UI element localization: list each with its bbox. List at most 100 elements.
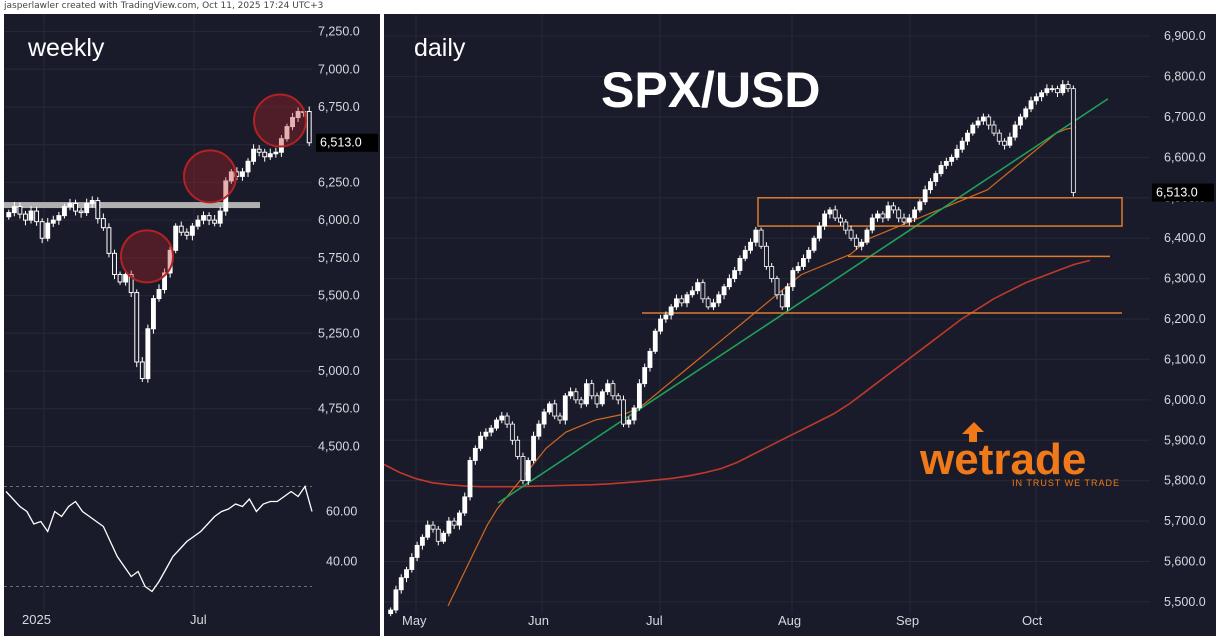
daily-candle-body [531,435,536,461]
daily-candle-body [599,391,605,405]
daily-candle-body [832,209,838,219]
weekly-candle-body [162,272,168,291]
daily-candle-body [584,383,589,405]
weekly-candle-body [67,203,73,208]
weekly-y-tick-label: 5,750.0 [318,251,360,265]
daily-candle-body [1049,88,1055,91]
daily-candle-body [901,217,907,223]
weekly-candle-body [34,210,40,223]
daily-candle-body [478,435,484,449]
daily-candle-body [965,132,970,142]
daily-fast-moving-average [447,126,1077,607]
weekly-candle-body [262,151,268,158]
daily-candle-body [488,427,494,433]
attribution-bar: jasperlawler created with TradingView.co… [0,0,1218,14]
daily-last-price-tag: 6,513.0 [1152,183,1214,202]
weekly-candle-body [11,206,17,214]
daily-candle-body [610,383,616,397]
daily-candle-body [642,367,648,385]
daily-candle-body [801,257,806,267]
weekly-candle-body [195,219,201,227]
weekly-candle-body [139,361,145,380]
daily-candle-body [896,209,902,219]
daily-candle-body [785,286,790,308]
weekly-last-price-tag: 6,513.0 [316,133,378,152]
daily-candle-body [1023,108,1029,118]
daily-candle-body [763,245,769,267]
daily-candle-body [404,569,409,579]
weekly-candle-body [189,225,195,236]
daily-candle-body [679,298,685,304]
daily-candle-body [922,189,928,203]
weekly-candle-body [267,153,273,158]
daily-candle-body [472,447,478,461]
daily-candle-body [1033,96,1039,102]
weekly-candle-body [178,225,184,233]
daily-candle-body [996,132,1002,142]
daily-candle-body [674,298,679,308]
daily-candle-body [811,237,817,251]
daily-candle-body [652,330,658,352]
weekly-price-tag-text: 6,513.0 [320,136,362,150]
daily-candle-body [568,391,573,397]
weekly-candle-body [145,328,151,380]
daily-candle-body [636,383,642,409]
weekly-y-tick-label: 4,500.0 [318,439,360,453]
daily-y-tick-label: 5,900.0 [1164,433,1206,447]
weekly-chart-svg[interactable]: 7,250.07,000.06,750.06,500.06,250.06,000… [4,14,380,636]
weekly-y-tick-label: 5,250.0 [318,326,360,340]
daily-chart-svg[interactable]: 6,900.06,800.06,700.06,600.06,500.06,400… [384,14,1216,636]
daily-candle-body [885,205,891,219]
daily-candle-body [726,278,732,288]
weekly-candle-body [206,215,212,221]
daily-candle-body [859,241,865,247]
daily-candle-body [594,395,600,405]
weekly-oscillator-axis: 60.00 40.00 [4,486,357,587]
daily-candle-body [668,306,674,316]
daily-candle-body [1070,88,1076,193]
daily-candle-body [547,403,552,413]
daily-candle-body [425,524,431,538]
daily-candle-body [393,589,399,611]
daily-y-tick-label: 6,700.0 [1164,110,1206,124]
weekly-y-tick-label: 6,250.0 [318,175,360,189]
weekly-x-tick-label: Jul [190,612,207,627]
daily-candle-body [790,270,796,288]
daily-chart-panel[interactable]: 6,900.06,800.06,700.06,600.06,500.06,400… [384,14,1216,636]
daily-price-tag-text: 6,513.0 [1156,186,1198,200]
daily-y-tick-label: 5,600.0 [1164,555,1206,569]
daily-x-tick-label: Sep [896,613,919,628]
daily-candle-body [689,290,695,296]
daily-candle-body [816,225,822,239]
weekly-candle-body [123,273,129,283]
daily-candle-body [711,302,716,308]
daily-candle-body [933,173,939,183]
weekly-y-tick-label: 6,750.0 [318,100,360,114]
weekly-y-tick-label: 6,000.0 [318,213,360,227]
daily-candle-body [748,241,753,251]
daily-candle-body [705,298,711,308]
daily-y-tick-label: 6,600.0 [1164,150,1206,164]
daily-candle-body [716,294,722,304]
weekly-oscillator [5,484,313,593]
wetrade-tagline: IN TRUST WE TRADE [1012,478,1120,488]
daily-candle-body [695,282,701,292]
daily-panel-label: daily [414,34,466,62]
daily-candle-body [684,294,690,304]
daily-x-tick-label: Oct [1022,613,1043,628]
weekly-candle-body [150,298,156,330]
daily-candle-body [541,411,547,425]
daily-candle-body [578,399,584,405]
weekly-candle-body [217,210,223,224]
daily-candle-body [721,286,727,296]
daily-candle-body [737,257,743,271]
daily-y-axis: 6,900.06,800.06,700.06,600.06,500.06,400… [1164,29,1206,609]
daily-candle-body [949,156,955,162]
weekly-chart-panel[interactable]: 7,250.07,000.06,750.06,500.06,250.06,000… [4,14,380,636]
daily-candle-body [891,205,896,211]
daily-trendline-line [497,98,1109,504]
daily-support-resistance-zones [642,197,1123,314]
daily-candle-body [869,217,875,231]
daily-candle-body [1012,124,1018,138]
weekly-candle-body [28,210,34,221]
